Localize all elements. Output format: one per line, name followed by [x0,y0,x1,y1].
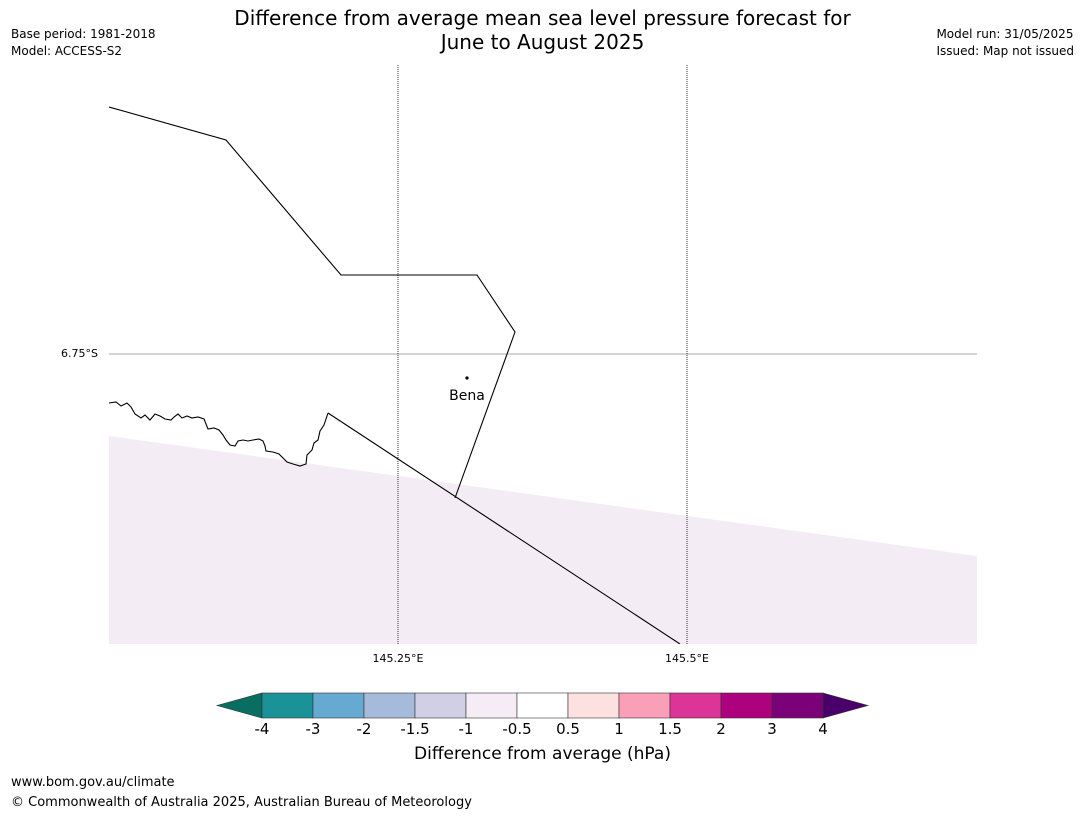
colorbar-tick-label: -1.5 [400,720,430,738]
colorbar-tick-label: 1 [614,720,624,738]
colorbar-tick-label: 4 [818,720,828,738]
colorbar-tick-label: -2 [356,720,372,738]
model-name: Model: ACCESS-S2 [11,44,123,58]
colorbar-segment [363,692,416,719]
place-label-bena: Bena [449,388,485,404]
region-boundary-south [327,412,681,644]
colorbar-title: Difference from average (hPa) [414,744,671,764]
colorbar-tick-label: -0.5 [502,720,532,738]
bena-marker [465,376,469,380]
metadata-right: Model run: 31/05/2025 Issued: Map not is… [936,26,1074,60]
colorbar-tick-label: 1.5 [658,720,682,738]
colorbar-segment [414,692,467,719]
longitude-label-145-25: 145.25°E [372,652,424,665]
colorbar-tick-label: 2 [716,720,726,738]
title-line-1: Difference from average mean sea level p… [234,6,851,30]
colorbar-segment [312,692,365,719]
metadata-left: Base period: 1981-2018 Model: ACCESS-S2 [11,26,156,60]
longitude-label-145-5: 145.5°E [665,652,709,665]
title-line-2: June to August 2025 [440,30,645,54]
issued-status: Issued: Map not issued [936,44,1074,58]
colorbar-tick-label: 3 [767,720,777,738]
colorbar-tick-label: -1 [458,720,474,738]
colorbar-extend-low [215,692,263,719]
pressure-anomaly-shading [109,436,977,644]
colorbar-segment [618,692,671,719]
colorbar-segment [669,692,722,719]
colorbar-segment [261,692,314,719]
colorbar-segment [465,692,518,719]
colorbar-extend-high [822,692,870,719]
region-boundary [109,106,516,499]
model-run: Model run: 31/05/2025 [936,27,1074,41]
map-title: Difference from average mean sea level p… [0,6,1085,54]
colorbar-tick-label: 0.5 [556,720,580,738]
colorbar-segment [720,692,773,719]
colorbar-segment [516,692,569,719]
colorbar-tick-label: -4 [254,720,270,738]
latitude-label: 6.75°S [61,347,98,360]
colorbar-segment [771,692,824,719]
coastline [109,401,329,467]
base-period: Base period: 1981-2018 [11,27,156,41]
footer-copyright: © Commonwealth of Australia 2025, Austra… [11,795,472,810]
footer-url: www.bom.gov.au/climate [11,775,175,790]
colorbar-tick-label: -3 [305,720,321,738]
colorbar-segment [567,692,620,719]
